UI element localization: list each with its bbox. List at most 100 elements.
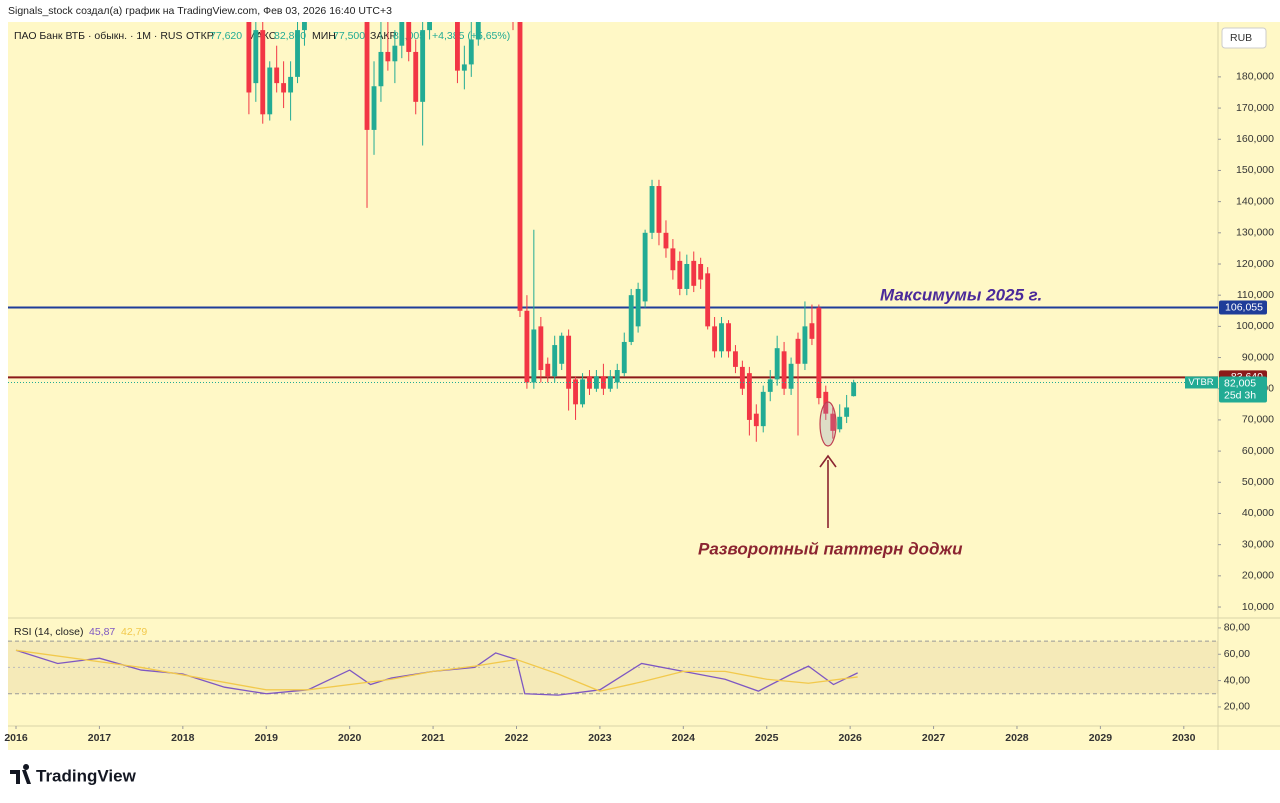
candle-body (788, 363, 794, 389)
y-tick-label: 30,000 (1242, 538, 1274, 550)
candle-body (385, 51, 391, 62)
candle-body (274, 67, 280, 84)
candle-body (406, 22, 412, 52)
x-tick-label: 2030 (1172, 732, 1196, 744)
y-tick-label: 180,000 (1236, 71, 1274, 83)
rsi-y-tick-label: 60,00 (1224, 648, 1250, 660)
rsi-y-tick-label: 40,00 (1224, 674, 1250, 686)
candle-body (691, 260, 697, 286)
candle-body (656, 186, 662, 233)
high: 82,860 (274, 30, 306, 42)
candle-body (746, 373, 752, 420)
x-tick-label: 2017 (88, 732, 112, 744)
x-tick-label: 2028 (1005, 732, 1029, 744)
candle-body (712, 326, 718, 352)
x-tick-label: 2023 (588, 732, 612, 744)
candle-body (587, 376, 592, 389)
symbol-label: VTBR (1188, 377, 1213, 388)
y-tick-label: 120,000 (1236, 258, 1274, 270)
candle-body (559, 335, 565, 364)
x-tick-label: 2021 (421, 732, 445, 744)
y-tick-label: 100,000 (1236, 320, 1274, 332)
candle-body (475, 22, 481, 40)
candle-body (830, 413, 836, 431)
candle-body (851, 382, 857, 397)
currency: RUB (1230, 32, 1252, 44)
candle-body (614, 370, 620, 383)
y-tick-label: 20,000 (1242, 570, 1274, 582)
candle-body (663, 232, 669, 249)
candle-body (295, 30, 300, 77)
countdown: 25d 3h (1224, 389, 1256, 401)
symbol: ПАО Банк ВТБ · обыкн. · 1М · RUS (14, 30, 183, 42)
logo-mark (10, 764, 31, 784)
x-tick-label: 2020 (338, 732, 362, 744)
doji-highlight (819, 401, 837, 447)
candle-body (628, 295, 634, 342)
x-tick-label: 2018 (171, 732, 195, 744)
low: 77,500 (333, 30, 365, 42)
y-tick-label: 110,000 (1237, 289, 1274, 301)
candle-body (288, 76, 294, 93)
candle-body (566, 335, 572, 389)
x-tick-label: 2026 (838, 732, 862, 744)
candle-body (795, 338, 801, 364)
y-tick-label: 140,000 (1236, 195, 1274, 207)
candle-body (455, 22, 460, 71)
candle-body (517, 22, 523, 311)
candle-body (760, 391, 766, 427)
y-tick-label: 70,000 (1242, 414, 1274, 426)
candle-body (267, 67, 273, 115)
candle-body (816, 307, 822, 399)
y-tick-label: 160,000 (1236, 133, 1274, 145)
candle-body (635, 288, 641, 327)
rsi-value: 45,87 (89, 626, 115, 638)
y-tick-label: 10,000 (1242, 601, 1274, 613)
level-price-box (1219, 300, 1267, 315)
rsi-line (15, 649, 858, 692)
symbol-box (1185, 376, 1218, 389)
rsi-pane (8, 640, 1218, 696)
candle-body (649, 186, 655, 233)
candle-body (837, 416, 843, 430)
candle-body (399, 22, 405, 46)
overlay: Максимумы 2025 г. Разворотный паттерн дод… (698, 285, 1042, 558)
annotation-doji: Разворотный паттерн доджи (698, 539, 963, 558)
rsi-y-tick-label: 20,00 (1224, 701, 1250, 713)
candle-body (677, 260, 683, 289)
candle-body (719, 323, 724, 352)
candle-body (392, 45, 398, 62)
candle-body (781, 351, 787, 389)
last-price-label: 82,005 (1224, 377, 1256, 389)
candle-body (607, 376, 613, 389)
candle-body (538, 326, 544, 371)
candle-body (705, 273, 711, 327)
y-tick-label: 130,000 (1236, 227, 1274, 239)
x-tick-label: 2022 (505, 732, 529, 744)
candle-body (420, 30, 426, 102)
candle-body (524, 310, 530, 383)
x-tick-label: 2019 (255, 732, 279, 744)
candle-body (545, 363, 551, 377)
rsi-ma-value: 42,79 (121, 626, 147, 638)
open: 77,620 (210, 30, 242, 42)
candle-body (802, 326, 808, 364)
candle-body (733, 351, 738, 367)
plot-background (8, 22, 1218, 725)
currency-box (1221, 27, 1267, 49)
y-tick-label: 50,000 (1242, 476, 1274, 488)
time-axis-bg (8, 725, 1218, 750)
candle-body (774, 348, 780, 380)
x-tick-label: 2025 (755, 732, 779, 744)
x-tick-label: 2024 (672, 732, 696, 744)
main-pane (8, 22, 1218, 442)
level-price-label: 106,055 (1225, 301, 1263, 313)
credit: Signals_stock создал(а) график на Tradin… (8, 5, 392, 17)
candle-body (753, 413, 759, 427)
candle-body (726, 323, 731, 352)
rsi-title: RSI (14, close) (14, 626, 83, 638)
y-tick-label: 170,000 (1236, 102, 1274, 114)
rsi-y-tick-label: 80,00 (1224, 622, 1250, 634)
candle-body (246, 22, 252, 93)
close-label: ЗАКР (370, 30, 396, 42)
